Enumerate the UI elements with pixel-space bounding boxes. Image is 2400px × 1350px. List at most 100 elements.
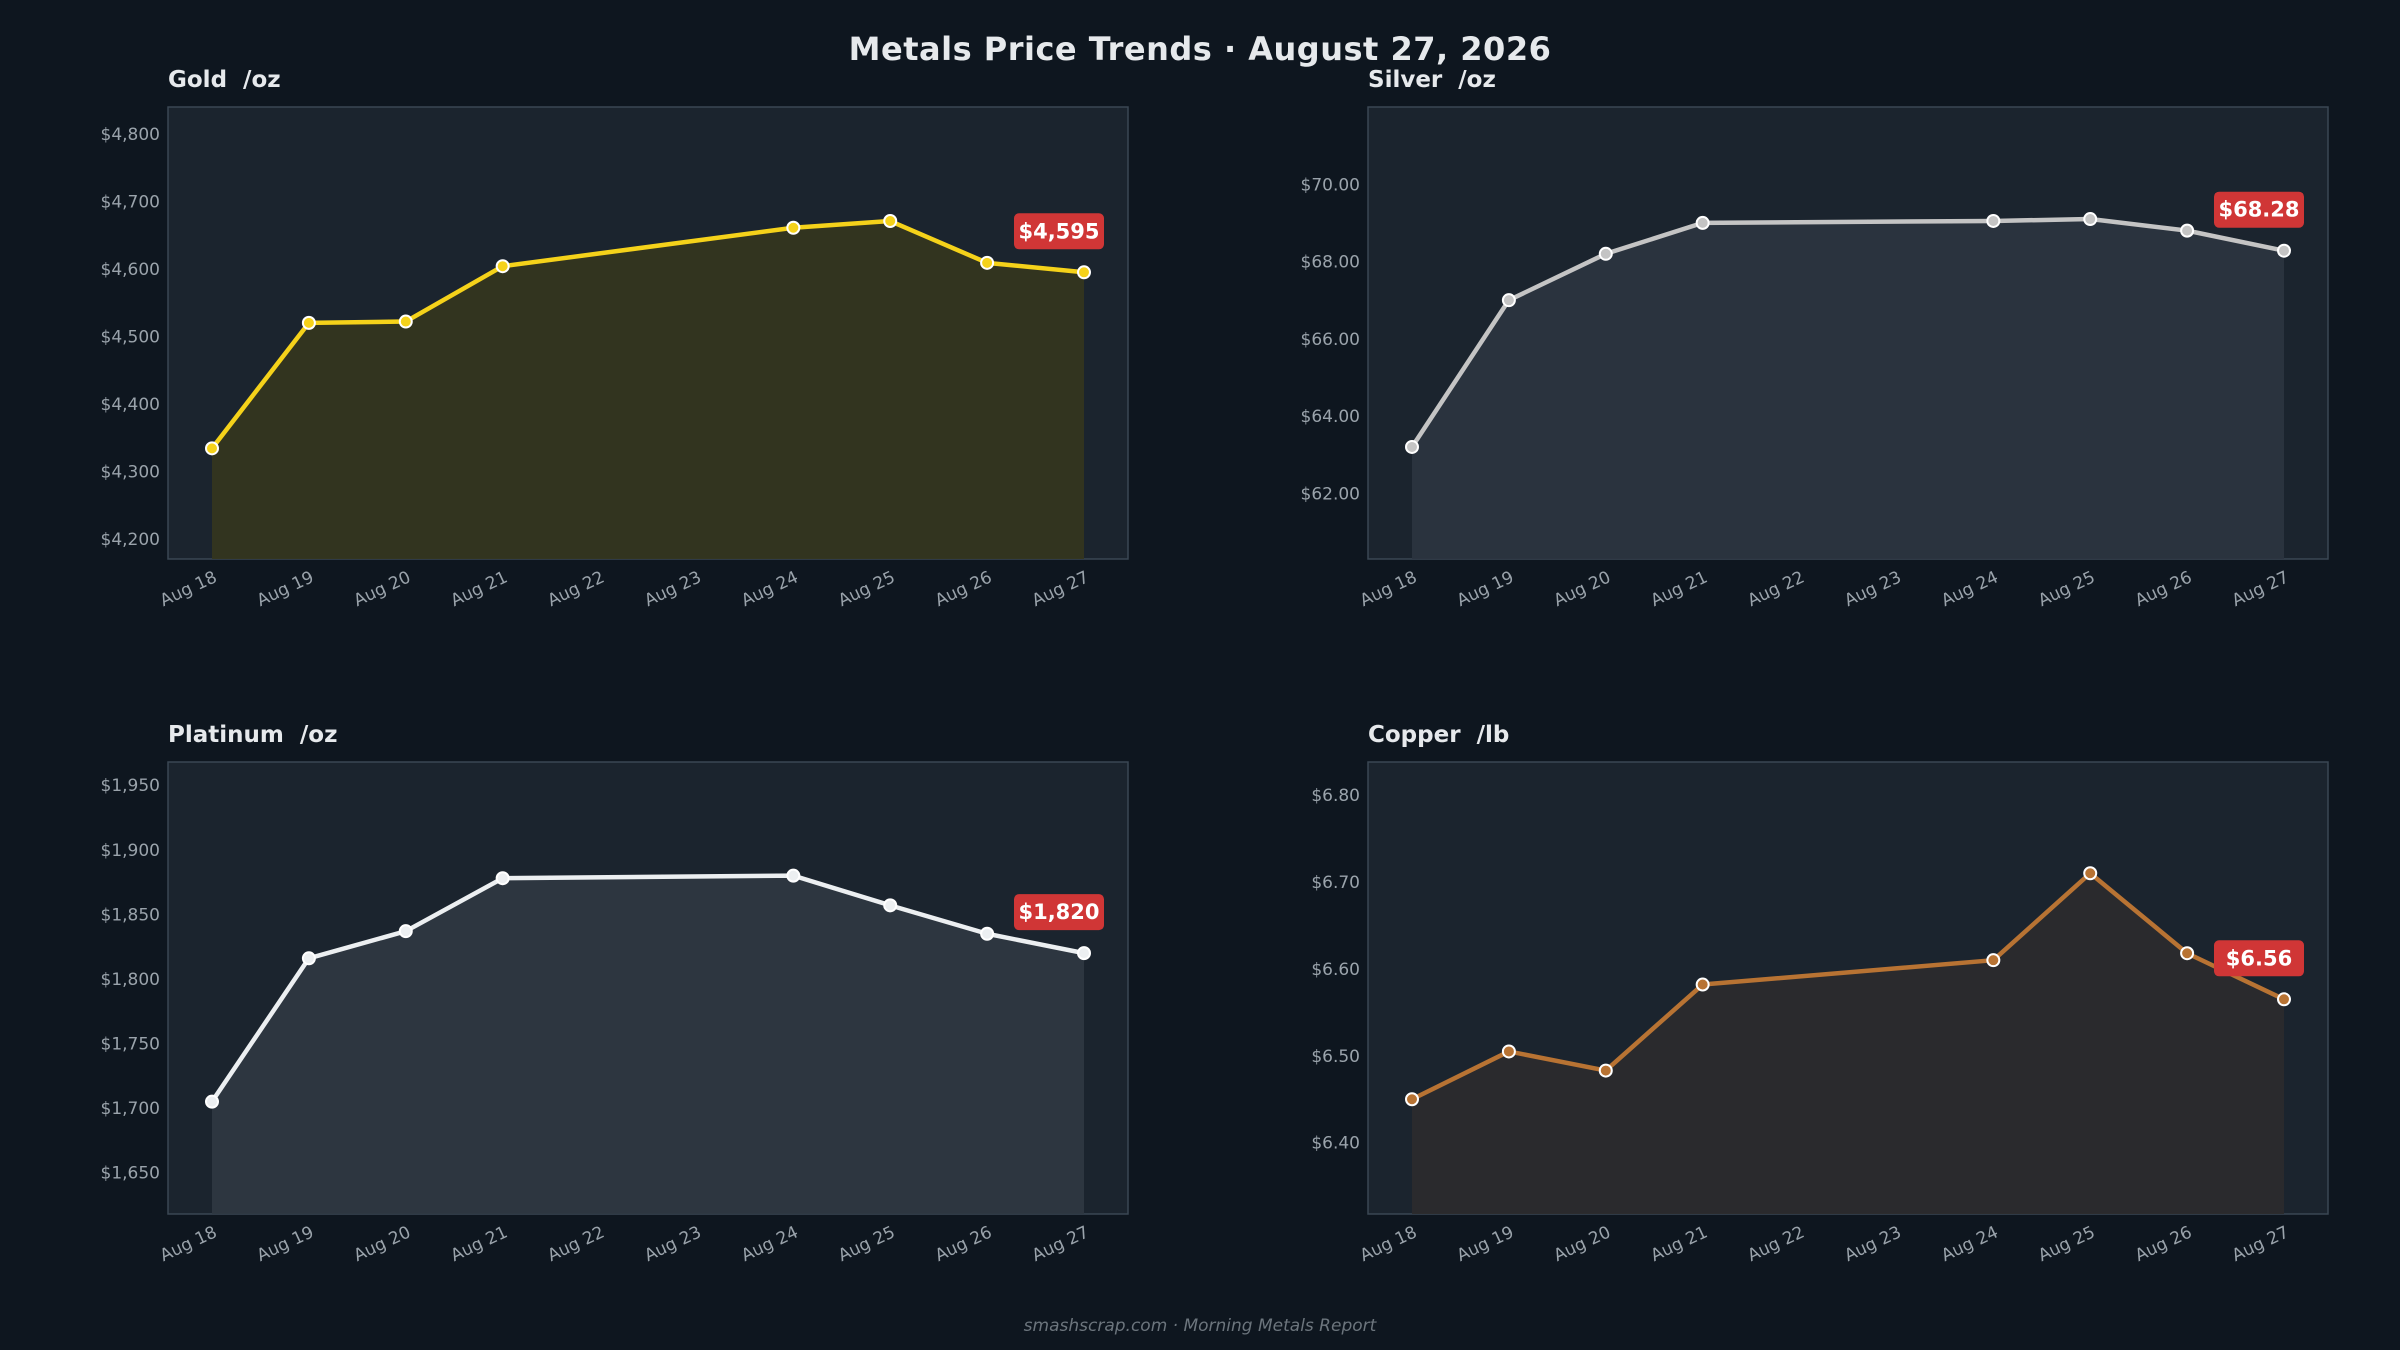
gold-ytick-label: $4,300: [101, 462, 160, 482]
copper-ytick-label: $6.40: [1311, 1134, 1360, 1154]
silver-title: Silver /oz: [1368, 67, 1496, 93]
platinum-xtick-label: Aug 20: [351, 1222, 414, 1266]
silver-ytick-label: $70.00: [1301, 175, 1360, 195]
copper-ytick-label: $6.50: [1311, 1047, 1360, 1067]
gold-xtick-label: Aug 20: [351, 567, 414, 611]
gold-data-point: [398, 314, 413, 329]
silver-price-badge-label: $68.28: [2218, 198, 2299, 222]
copper-series-line: [1411, 871, 2285, 1102]
silver-data-point: [1501, 293, 1516, 308]
platinum-ytick-label: $1,850: [101, 905, 160, 925]
platinum-data-point: [205, 1094, 219, 1109]
platinum-chart: Platinum /oz $1,650 $1,700 $1,750 $1,800 $1,8…: [101, 722, 1129, 1266]
platinum-xtick-label: Aug 27: [1029, 1222, 1092, 1266]
silver-data-point: [1598, 246, 1613, 261]
gold-xtick-label: Aug 24: [738, 567, 801, 611]
copper-chart: Copper /lb $6.40 $6.50 $6.60 $6.70 $6.80 Aug 1…: [1311, 722, 2329, 1266]
silver-series-line: [1410, 216, 2285, 449]
silver-data-point: [2180, 223, 2195, 238]
copper-ytick-label: $6.80: [1311, 786, 1360, 806]
copper-data-point: [1405, 1092, 1419, 1107]
gold-xtick-label: Aug 19: [254, 567, 317, 611]
silver-data-point: [2083, 212, 2098, 227]
platinum-ytick-label: $1,800: [101, 970, 160, 990]
gold-price-badge: [1014, 213, 1104, 250]
gold-ytick-label: $4,500: [101, 327, 160, 347]
gold-data-point: [883, 214, 898, 229]
silver-xtick-label: Aug 24: [1938, 567, 2001, 611]
gold-data-point: [786, 220, 801, 235]
copper-area: [1412, 873, 2284, 1214]
copper-xtick-label: Aug 25: [2035, 1222, 2098, 1266]
platinum-price-badge-label: $1,820: [1018, 900, 1099, 924]
silver-data-point: [1695, 215, 1710, 230]
silver-xtick-label: Aug 21: [1648, 567, 1711, 611]
platinum-series-line: [210, 873, 1085, 1103]
platinum-data-point: [398, 924, 413, 939]
silver-price-badge: [2214, 191, 2304, 228]
gold-data-point: [495, 259, 510, 274]
silver-xtick-label: Aug 22: [1745, 567, 1808, 611]
copper-xtick-label: Aug 26: [2132, 1222, 2195, 1266]
silver-ytick-label: $64.00: [1301, 407, 1360, 427]
silver-ytick-label: $62.00: [1301, 484, 1360, 504]
silver-data-point: [2277, 243, 2291, 258]
silver-chart: Silver /oz $62.00 $64.00 $66.00 $68.00 $70.00…: [1301, 67, 2329, 611]
copper-data-point: [1986, 953, 2001, 968]
copper-xtick-label: Aug 20: [1551, 1222, 1614, 1266]
gold-xtick-label: Aug 26: [932, 567, 995, 611]
gold-ytick-label: $4,700: [101, 192, 160, 212]
silver-ytick-label: $68.00: [1301, 253, 1360, 273]
platinum-xtick-label: Aug 23: [642, 1222, 705, 1266]
gold-ytick-label: $4,400: [101, 395, 160, 415]
platinum-ytick-label: $1,650: [101, 1164, 160, 1184]
platinum-data-point: [883, 898, 898, 913]
gold-ytick-label: $4,200: [101, 530, 160, 550]
copper-xtick-label: Aug 27: [2229, 1222, 2292, 1266]
silver-data-point: [1986, 213, 2001, 228]
silver-ytick-label: $66.00: [1301, 330, 1360, 350]
copper-xtick-label: Aug 23: [1842, 1222, 1905, 1266]
gold-title: Gold /oz: [168, 67, 281, 93]
copper-data-point: [1598, 1063, 1613, 1078]
gold-price-badge-label: $4,595: [1018, 219, 1099, 243]
platinum-xtick-label: Aug 22: [545, 1222, 608, 1266]
platinum-xtick-label: Aug 21: [448, 1222, 511, 1266]
gold-xtick-label: Aug 21: [448, 567, 511, 611]
copper-data-point: [2180, 946, 2195, 961]
platinum-data-point: [786, 868, 801, 883]
copper-xtick-label: Aug 22: [1745, 1222, 1808, 1266]
platinum-data-point: [301, 951, 316, 966]
silver-xtick-label: Aug 27: [2229, 567, 2292, 611]
platinum-xtick-label: Aug 19: [254, 1222, 317, 1266]
gold-xtick-label: Aug 22: [545, 567, 608, 611]
copper-xtick-label: Aug 21: [1648, 1222, 1711, 1266]
page-title: Metals Price Trends · August 27, 2026: [848, 30, 1552, 68]
platinum-ytick-label: $1,750: [101, 1035, 160, 1055]
gold-xtick-label: Aug 23: [642, 567, 705, 611]
gold-data-point: [301, 315, 316, 330]
copper-data-point: [2277, 992, 2291, 1007]
platinum-data-point: [980, 926, 995, 941]
gold-data-point: [205, 441, 219, 456]
platinum-ytick-label: $1,950: [101, 776, 160, 796]
gold-chart: Gold /oz $4,200 $4,300 $4,400 $4,500 $4,600 $4…: [101, 67, 1129, 611]
platinum-xtick-label: Aug 18: [157, 1222, 220, 1266]
platinum-xtick-label: Aug 26: [932, 1222, 995, 1266]
gold-data-point: [980, 255, 995, 270]
footer-credit: smashscrap.com · Morning Metals Report: [1023, 1316, 1377, 1336]
silver-xtick-label: Aug 20: [1551, 567, 1614, 611]
silver-xtick-label: Aug 25: [2035, 567, 2098, 611]
copper-data-point: [2083, 866, 2098, 881]
platinum-ytick-label: $1,700: [101, 1099, 160, 1119]
gold-series-line: [210, 218, 1085, 450]
gold-xtick-label: Aug 18: [157, 567, 220, 611]
platinum-ytick-label: $1,900: [101, 841, 160, 861]
platinum-xtick-label: Aug 24: [738, 1222, 801, 1266]
copper-xtick-label: Aug 24: [1938, 1222, 2001, 1266]
silver-xtick-label: Aug 26: [2132, 567, 2195, 611]
gold-ytick-label: $4,600: [101, 260, 160, 280]
gold-xtick-label: Aug 25: [835, 567, 898, 611]
copper-price-badge-label: $6.56: [2226, 946, 2292, 970]
